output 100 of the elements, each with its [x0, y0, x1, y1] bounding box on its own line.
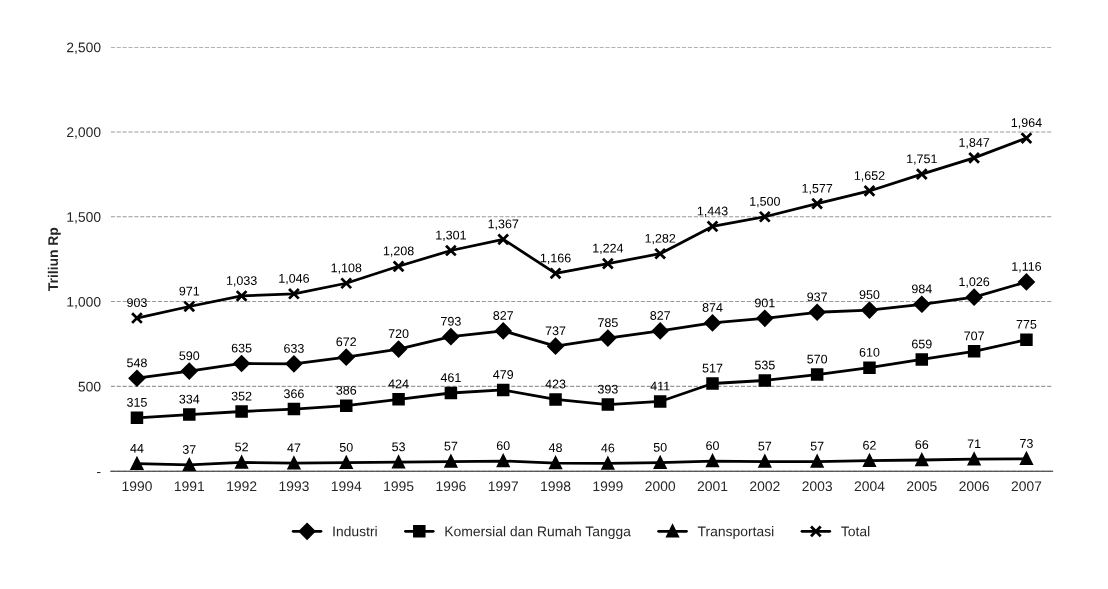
data-label: 1,282	[645, 233, 676, 245]
y-tick-label: 1,500	[67, 212, 101, 224]
point	[130, 411, 144, 425]
point	[444, 455, 458, 468]
x-tick-label: 1990	[122, 481, 152, 492]
data-label: 57	[444, 441, 458, 451]
x-tick-label: 2001	[697, 481, 728, 492]
data-label: 785	[598, 318, 618, 328]
data-label: 1,046	[279, 273, 310, 285]
data-label: 720	[388, 329, 409, 339]
point	[706, 377, 719, 390]
point	[183, 408, 196, 421]
data-label: 461	[440, 373, 461, 383]
data-label: 901	[754, 298, 775, 308]
point	[130, 457, 144, 470]
x-tick-label: 1993	[279, 481, 309, 492]
data-label: 37	[182, 445, 196, 454]
data-label: 57	[758, 441, 772, 451]
point	[810, 455, 824, 468]
point	[915, 353, 929, 366]
point	[863, 361, 876, 374]
y-axis-title: Triliun Rp	[47, 227, 61, 292]
point	[601, 257, 615, 270]
legend-label: Transportasi	[697, 526, 774, 540]
x-tick-label: 2002	[750, 481, 780, 492]
data-label: 1,652	[854, 171, 885, 182]
data-label: 827	[493, 311, 514, 320]
data-label: 50	[653, 442, 667, 452]
point	[287, 287, 301, 301]
data-label: 352	[231, 391, 252, 401]
point	[235, 405, 248, 418]
point	[808, 303, 826, 321]
point	[287, 456, 301, 470]
point	[861, 301, 878, 319]
data-label: 737	[545, 326, 566, 336]
data-label: 1,166	[540, 253, 571, 264]
data-label: 1,367	[488, 219, 519, 230]
point	[183, 300, 196, 313]
point	[496, 383, 510, 397]
data-label: 1,964	[1011, 118, 1042, 129]
data-label: 46	[601, 443, 615, 453]
point	[130, 311, 144, 325]
data-label: 659	[912, 339, 932, 349]
data-label: 535	[754, 360, 775, 370]
point	[704, 314, 721, 332]
data-label: 62	[863, 440, 876, 450]
point	[653, 247, 667, 260]
data-label: 1,033	[226, 276, 257, 287]
data-label: 610	[859, 347, 880, 357]
data-label: 548	[127, 358, 147, 368]
x-tick-label: 1994	[331, 481, 362, 492]
data-label: 44	[130, 444, 144, 453]
data-label: 971	[179, 286, 200, 296]
legend-label: Total	[841, 526, 870, 537]
point	[758, 374, 772, 387]
point	[392, 260, 405, 273]
data-label: 1,208	[383, 246, 414, 257]
point	[1020, 131, 1033, 145]
data-label: 52	[235, 442, 248, 452]
point	[810, 368, 824, 381]
point	[496, 233, 510, 246]
y-tick-label: 2,000	[67, 127, 101, 139]
point	[287, 402, 301, 416]
point	[337, 348, 355, 366]
data-label: 1,108	[331, 263, 362, 274]
x-tick-label: 2006	[959, 481, 989, 492]
data-label: 1,577	[802, 183, 833, 195]
point	[549, 267, 562, 280]
point	[496, 454, 510, 468]
data-label: 47	[287, 443, 301, 453]
point	[340, 277, 353, 290]
x-tick-label: 2003	[802, 481, 832, 492]
point	[915, 453, 929, 467]
data-label: 73	[1020, 438, 1033, 448]
point	[965, 288, 983, 306]
point	[444, 244, 458, 257]
x-tick-label: 2000	[645, 481, 676, 492]
point	[810, 197, 824, 210]
y-tick-label: 2,500	[67, 42, 101, 54]
data-label: 1,301	[436, 230, 466, 241]
point	[390, 340, 407, 358]
point	[128, 369, 146, 387]
point	[706, 454, 719, 468]
x-tick-label: 1998	[541, 481, 571, 492]
data-label: 386	[336, 385, 357, 395]
data-label: 874	[702, 303, 723, 312]
data-label: 775	[1016, 320, 1037, 329]
data-label: 1,026	[959, 277, 990, 288]
data-label: 633	[284, 343, 304, 353]
point	[1020, 452, 1033, 466]
point	[1020, 333, 1033, 346]
point	[756, 310, 774, 327]
point	[181, 362, 198, 380]
data-label: 53	[392, 442, 405, 452]
data-label: 517	[702, 363, 723, 373]
point	[967, 151, 981, 165]
x-tick-label: 1992	[227, 481, 257, 492]
data-label: 1,116	[1012, 262, 1042, 273]
point	[549, 456, 562, 470]
point	[706, 220, 719, 233]
